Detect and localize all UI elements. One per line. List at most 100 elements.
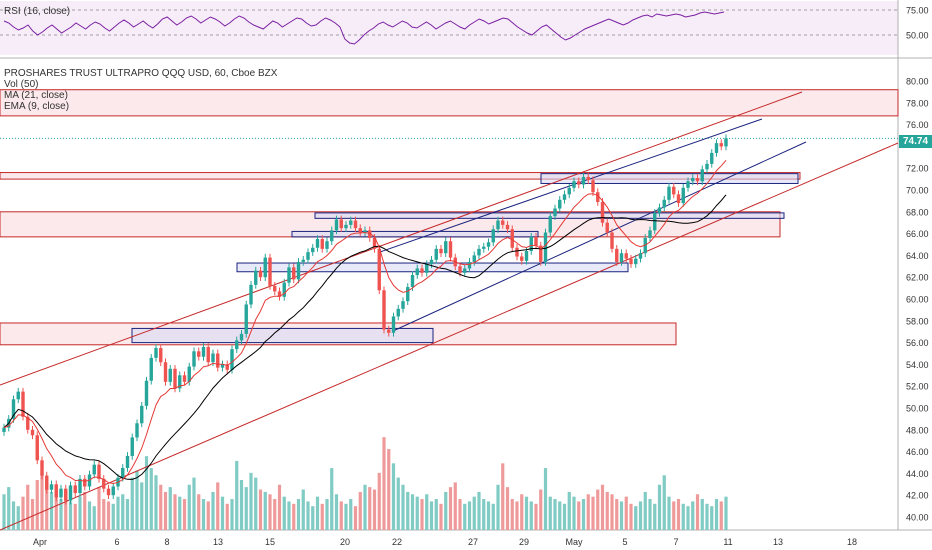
- candle-body: [553, 208, 557, 217]
- time-tick-label: 6: [114, 537, 119, 547]
- candle-body: [244, 304, 248, 334]
- candle-body: [672, 186, 676, 195]
- channel-lower-blue: [392, 141, 807, 332]
- candle-body: [216, 353, 220, 368]
- candle-body: [168, 368, 172, 382]
- volume-bar: [163, 491, 168, 530]
- price-tick-label: 60.00: [906, 295, 929, 305]
- rsi-line: [3, 11, 725, 45]
- volume-bar: [558, 501, 562, 530]
- candle-body: [591, 180, 595, 193]
- volume-bar: [192, 477, 196, 530]
- price-tick-label: 40.00: [906, 513, 929, 523]
- volume-bar: [40, 472, 44, 530]
- volume-bar: [2, 494, 6, 530]
- candle-body: [311, 247, 315, 253]
- candle-body: [358, 228, 362, 233]
- volume-bar: [491, 503, 495, 530]
- volume-bar: [676, 499, 681, 530]
- candle-body: [68, 485, 73, 501]
- candle-body: [334, 219, 339, 231]
- volume-bar: [49, 491, 54, 530]
- volume-bar: [216, 482, 220, 530]
- candle-body: [676, 194, 681, 204]
- candle-body: [92, 464, 96, 475]
- candle-body: [144, 380, 149, 406]
- candle-body: [230, 349, 234, 370]
- candle-body: [325, 241, 329, 249]
- rsi-legend: RSI (16, close): [4, 6, 70, 17]
- volume-bar: [505, 487, 510, 530]
- volume-bar: [477, 491, 481, 530]
- volume-bar: [344, 503, 348, 530]
- volume-bar: [349, 499, 353, 530]
- volume-bar: [54, 494, 58, 530]
- price-tick-label: 50.00: [906, 404, 929, 414]
- time-tick-label: 15: [265, 537, 275, 547]
- candle-body: [444, 241, 448, 254]
- volume-bar: [121, 494, 125, 530]
- candle-body: [64, 488, 68, 501]
- price-tick-label: 66.00: [906, 229, 929, 239]
- volume-bar: [562, 503, 567, 530]
- candle-body: [268, 257, 272, 286]
- volume-bar: [572, 496, 576, 530]
- demand-box-63: [236, 262, 629, 273]
- candle-body: [434, 248, 438, 260]
- volume-bar: [83, 491, 87, 530]
- volume-bar: [600, 484, 605, 530]
- volume-bar: [596, 489, 600, 530]
- price-tick-label: 76.00: [906, 120, 929, 130]
- candle-body: [59, 488, 63, 498]
- volume-bar: [591, 496, 595, 530]
- volume-bar: [130, 477, 134, 530]
- volume-bar: [567, 491, 571, 530]
- volume-bar: [87, 501, 92, 530]
- candle-body: [387, 329, 391, 333]
- volume-bar: [648, 499, 652, 530]
- volume-bars: [2, 437, 728, 530]
- time-tick-label: 13: [773, 537, 783, 547]
- candle-body: [548, 216, 552, 233]
- legend-ema: EMA (9, close): [4, 101, 70, 112]
- candle-body: [572, 181, 576, 188]
- volume-bar: [92, 506, 96, 530]
- volume-bar: [605, 491, 609, 530]
- candle-body: [415, 268, 419, 276]
- time-tick-label: 29: [519, 537, 529, 547]
- candle-body: [192, 351, 196, 367]
- candle-body: [448, 241, 453, 258]
- price-tick-label: 62.00: [906, 273, 929, 283]
- volume-bar: [705, 503, 709, 530]
- volume-bar: [634, 506, 638, 530]
- volume-bar: [691, 501, 695, 530]
- volume-bar: [258, 489, 263, 530]
- volume-bar: [230, 499, 234, 530]
- volume-bar: [268, 494, 272, 530]
- resistance-zone-71: [0, 172, 801, 180]
- candle-body: [173, 368, 177, 389]
- demand-box-56: [131, 327, 434, 344]
- volume-bar: [225, 503, 229, 530]
- volume-bar: [149, 468, 153, 530]
- moving-averages: [3, 159, 727, 485]
- volume-bar: [206, 501, 210, 530]
- volume-bar: [178, 496, 182, 530]
- price-tick-label: 42.00: [906, 491, 929, 501]
- candle-body: [377, 248, 381, 291]
- volume-bar: [520, 494, 524, 530]
- candle-body: [700, 169, 704, 182]
- candle-body: [567, 187, 571, 195]
- candle-body: [439, 248, 443, 254]
- price-tick-label: 46.00: [906, 447, 929, 457]
- volume-bar: [382, 437, 386, 530]
- main-legend: PROSHARES TRUST ULTRAPRO QQQ USD, 60, Cb…: [4, 68, 277, 112]
- candle-body: [349, 220, 353, 225]
- volume-bar: [7, 487, 11, 530]
- candle-body: [577, 181, 581, 185]
- candle-body: [691, 178, 695, 182]
- volume-bar: [244, 487, 248, 530]
- price-tick-label: 44.00: [906, 469, 929, 479]
